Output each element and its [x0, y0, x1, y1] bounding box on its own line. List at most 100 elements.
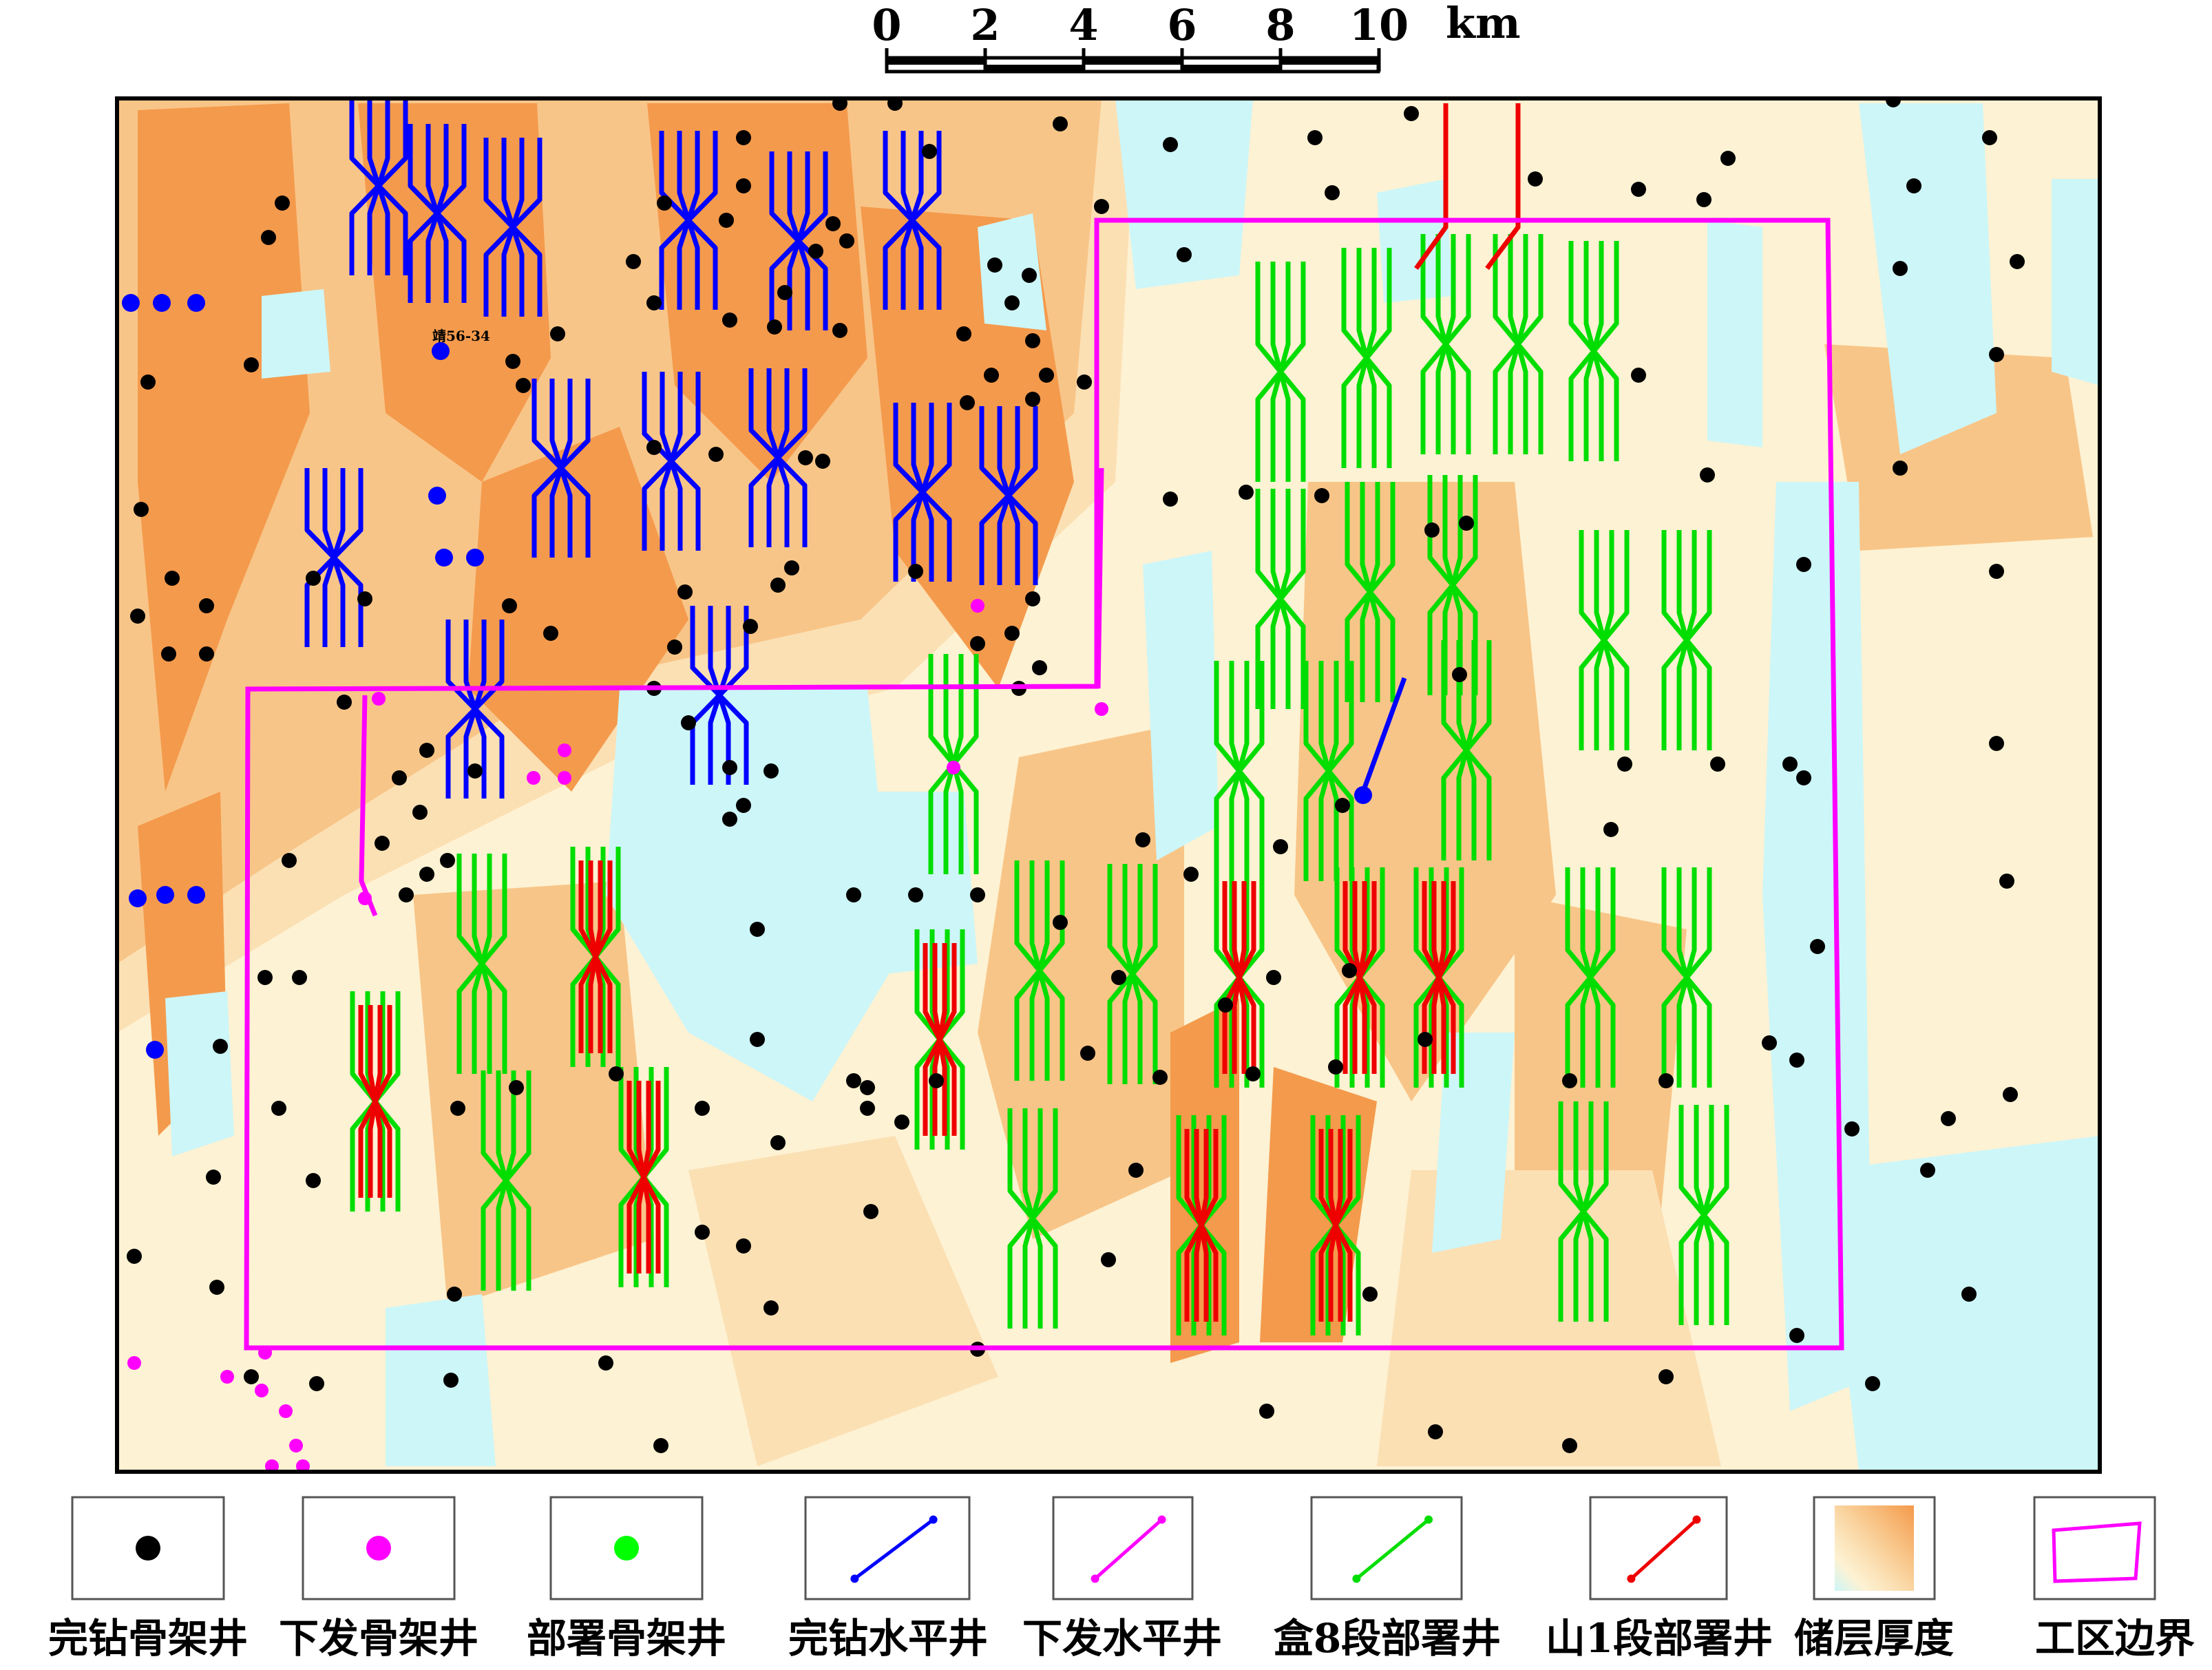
- completed-skeleton-well: [736, 178, 751, 193]
- completed-skeleton-well: [1710, 757, 1725, 772]
- well-trajectory: [1367, 482, 1395, 702]
- completed-skeleton-well: [1022, 268, 1037, 283]
- completed-skeleton-well: [443, 1373, 459, 1388]
- h8-deploy-well-cluster: [1558, 1101, 1609, 1322]
- thickness-contour: [1143, 551, 1219, 860]
- completed-skeleton-well: [2003, 1087, 2018, 1102]
- completed-skeleton-well: [1025, 591, 1040, 606]
- thickness-contour: [1432, 1033, 1515, 1253]
- legend-toe-dot: [929, 1515, 938, 1524]
- completed-horizontal-well-cluster: [304, 468, 364, 647]
- completed-skeleton-well: [1796, 557, 1811, 572]
- completed-skeleton-well: [1177, 247, 1192, 262]
- completed-skeleton-well: [292, 970, 307, 985]
- completed-skeleton-well: [1658, 1073, 1674, 1088]
- completed-skeleton-well: [1906, 178, 1921, 193]
- completed-skeleton-well: [1094, 199, 1109, 214]
- completed-skeleton-well: [1562, 1438, 1577, 1453]
- completed-horizontal-well-cluster: [642, 372, 701, 551]
- map-area: 靖56-34: [117, 98, 2100, 1472]
- s1-deploy-well-cluster: [1318, 1129, 1353, 1322]
- completed-skeleton-well: [1163, 137, 1178, 152]
- well-name-label: 靖56-34: [432, 328, 490, 344]
- legend-wellhead-dot: [1091, 1574, 1099, 1583]
- completed-skeleton-well: [1941, 1111, 1956, 1126]
- completed-skeleton-well: [1865, 1376, 1880, 1391]
- completed-skeleton-well: [543, 626, 558, 641]
- completed-skeleton-well: [1325, 185, 1340, 200]
- completed-skeleton-well: [1080, 1046, 1095, 1061]
- h8-deploy-well-cluster: [1303, 661, 1354, 881]
- completed-horizontal-well-cluster: [659, 131, 718, 310]
- well-trajectory: [510, 138, 543, 317]
- thickness-contour: [978, 723, 1184, 1239]
- thickness-contour: [138, 103, 310, 792]
- thickness-contour: [2052, 179, 2100, 385]
- completed-skeleton-well: [1335, 798, 1350, 813]
- completed-skeleton-well: [798, 450, 813, 465]
- legend-toe-dot: [1424, 1515, 1433, 1524]
- well-trajectory: [920, 403, 952, 582]
- well-trajectory: [376, 98, 408, 275]
- issued-skeleton-well: [289, 1439, 303, 1452]
- completed-skeleton-well: [1025, 333, 1040, 348]
- issued-skeleton-well: [358, 891, 372, 905]
- completed-skeleton-well: [922, 144, 937, 159]
- issued-skeleton-well: [558, 743, 571, 757]
- completed-horizontal-well-cluster: [893, 403, 952, 582]
- h8-deploy-well-cluster: [1661, 530, 1712, 750]
- legend-swatch-box: [1310, 1496, 1463, 1600]
- well-trajectory: [1464, 640, 1492, 860]
- completed-skeleton-well: [1053, 915, 1068, 930]
- completed-skeleton-well: [681, 715, 696, 730]
- thickness-contour: [1377, 179, 1453, 303]
- well-trajectory: [1436, 881, 1456, 1074]
- completed-horizontal-well-cluster: [483, 138, 543, 317]
- well-trajectory: [331, 468, 364, 647]
- completed-skeleton-well: [1111, 970, 1126, 985]
- h8-deploy-well-cluster: [1565, 867, 1616, 1088]
- completed-skeleton-well: [375, 836, 390, 851]
- completed-skeleton-well: [777, 285, 792, 300]
- completed-skeleton-well: [984, 368, 999, 383]
- completed-skeleton-well: [1101, 1252, 1116, 1267]
- well-trajectory: [1199, 1129, 1219, 1322]
- completed-skeleton-well: [1459, 516, 1474, 531]
- completed-skeleton-well: [1961, 1287, 1977, 1302]
- completed-skeleton-well: [832, 323, 847, 338]
- completed-skeleton-well: [1989, 564, 2004, 579]
- completed-horizontal-well-cluster: [408, 124, 467, 303]
- h8-deploy-well-cluster: [1255, 262, 1306, 482]
- completed-horizontal-wellhead: [428, 487, 446, 505]
- scale-tick-label: 2: [970, 0, 1000, 50]
- scale-bar: 0 2 4 6 8 10 km: [872, 0, 1521, 74]
- completed-skeleton-well: [257, 970, 273, 985]
- thickness-contour: [1294, 482, 1556, 1101]
- completed-skeleton-well: [206, 1170, 221, 1185]
- scale-tick-label: 8: [1265, 0, 1295, 50]
- completed-skeleton-well: [1893, 261, 1908, 276]
- legend-label: 山1段部署井: [1546, 1615, 1773, 1662]
- legend-label: 盒8段部署井: [1274, 1615, 1501, 1662]
- well-trajectory: [1333, 1129, 1353, 1322]
- completed-skeleton-well: [2010, 254, 2025, 269]
- completed-skeleton-well: [719, 213, 734, 228]
- completed-skeleton-well: [261, 230, 276, 245]
- completed-skeleton-well: [767, 319, 782, 335]
- completed-skeleton-well: [960, 395, 975, 410]
- completed-skeleton-well: [392, 770, 407, 785]
- h8-deploy-well-cluster: [1568, 241, 1619, 461]
- h8-deploy-well-cluster: [1420, 234, 1471, 454]
- completed-skeleton-well: [199, 646, 214, 662]
- legend-item: 工区边界: [2033, 1496, 2195, 1662]
- completed-horizontal-wellhead: [122, 294, 140, 312]
- completed-horizontal-wellhead: [466, 549, 484, 567]
- scale-tick-label: 10: [1349, 0, 1409, 50]
- legend-label: 完钻水平井: [788, 1615, 988, 1662]
- completed-horizontal-wellhead: [187, 886, 205, 904]
- completed-skeleton-well: [1259, 1404, 1274, 1419]
- completed-skeleton-well: [1314, 488, 1329, 503]
- completed-skeleton-well: [956, 326, 971, 341]
- legend: 完钻骨架井 下发骨架井 部署骨架井 完钻水平井 下发水平井 盒8段部署井 山1段部署井 储层厚…: [48, 1496, 2195, 1662]
- completed-skeleton-well: [1810, 939, 1825, 954]
